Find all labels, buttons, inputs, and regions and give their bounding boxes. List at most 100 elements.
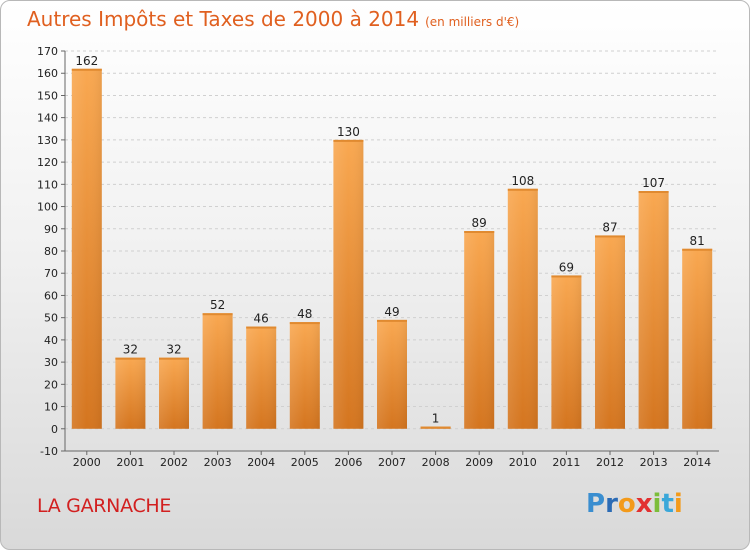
x-tick-label: 2006 <box>334 456 362 469</box>
bar-shade <box>682 248 713 429</box>
data-label: 1 <box>432 412 440 426</box>
y-tick-label: 150 <box>37 89 58 102</box>
logo-letter: P <box>586 489 606 519</box>
bar-2012 <box>595 235 625 429</box>
x-tick-label: 2014 <box>683 456 711 469</box>
y-tick-label: 20 <box>44 378 58 391</box>
data-label: 107 <box>642 176 665 190</box>
bar-2007 <box>377 319 407 429</box>
bar-cap <box>377 319 407 322</box>
x-tick-label: 2012 <box>596 456 624 469</box>
y-tick-label: -10 <box>40 445 58 458</box>
bar-2013 <box>638 191 669 429</box>
chart-title-text: Autres Impôts et Taxes de 2000 à 2014 <box>27 7 420 31</box>
bar-cap <box>159 357 189 360</box>
y-tick-label: 60 <box>44 289 58 302</box>
bar-2004 <box>246 326 277 429</box>
bar-cap <box>333 139 364 142</box>
data-label: 32 <box>166 343 181 357</box>
y-tick-label: 140 <box>37 112 58 125</box>
y-tick-label: 100 <box>37 201 58 214</box>
y-tick-label: 90 <box>44 223 58 236</box>
x-tick-label: 2002 <box>160 456 188 469</box>
data-label: 48 <box>297 307 312 321</box>
logo-letter: i <box>652 489 662 519</box>
bar-2001 <box>115 357 146 429</box>
data-label: 49 <box>384 305 399 319</box>
bar-2008 <box>420 426 451 429</box>
bar-2011 <box>551 275 582 429</box>
place-name: LA GARNACHE <box>37 495 172 517</box>
bar-2002 <box>159 357 189 429</box>
bar-cap <box>246 326 277 329</box>
bar-shade <box>638 191 669 429</box>
bar-shade <box>507 188 538 429</box>
data-label: 162 <box>75 54 98 68</box>
x-tick-label: 2004 <box>247 456 275 469</box>
data-label: 52 <box>210 298 225 312</box>
bar-shade <box>464 231 495 429</box>
y-tick-label: 130 <box>37 134 58 147</box>
data-labels: 162 32 32 52 46 48 130 49 1 89 108 69 87 107 81 <box>75 54 704 426</box>
chart-unit: (en milliers d'€) <box>425 15 520 29</box>
bar-cap <box>595 235 625 238</box>
bar-cap <box>507 188 538 191</box>
bar-cap <box>420 426 451 429</box>
data-label: 46 <box>254 312 269 326</box>
bars <box>71 68 713 429</box>
bar-2006 <box>333 139 364 429</box>
data-label: 69 <box>559 260 574 274</box>
x-tick-label: 2013 <box>640 456 668 469</box>
bar-cap <box>115 357 146 360</box>
bar-cap <box>202 313 233 316</box>
x-tick-label: 2007 <box>378 456 406 469</box>
x-tick-label: 2003 <box>204 456 232 469</box>
data-label: 32 <box>123 343 138 357</box>
y-tick-label: 40 <box>44 334 58 347</box>
y-tick-label: 70 <box>44 267 58 280</box>
y-tick-labels: -10 0 10 20 30 40 50 60 70 80 90 100 110 120 130 140 150… <box>37 45 58 458</box>
proxiti-logo[interactable]: Proxiti <box>586 489 683 519</box>
y-tick-label: 160 <box>37 67 58 80</box>
bar-2003 <box>202 313 233 429</box>
bar-shade <box>115 357 146 429</box>
bar-2005 <box>289 322 320 429</box>
bar-shade <box>202 313 233 429</box>
data-label: 130 <box>337 125 360 139</box>
bar-cap <box>289 322 320 325</box>
bar-shade <box>159 357 189 429</box>
bar-cap <box>638 191 669 193</box>
bar-shade <box>71 68 102 429</box>
chart-title: Autres Impôts et Taxes de 2000 à 2014 (en… <box>27 7 519 31</box>
bar-cap <box>464 231 495 233</box>
logo-letter: x <box>635 489 653 519</box>
x-tick-label: 2001 <box>116 456 144 469</box>
bar-cap <box>682 248 713 251</box>
bar-shade <box>551 275 582 429</box>
y-tick-label: 80 <box>44 245 58 258</box>
x-tick-label: 2010 <box>509 456 537 469</box>
bar-2000 <box>71 68 102 429</box>
logo-letter: i <box>673 489 683 519</box>
bar-2009 <box>464 231 495 429</box>
bar-shade <box>246 326 277 429</box>
x-tick-label: 2005 <box>291 456 319 469</box>
x-tick-label: 2009 <box>465 456 493 469</box>
x-tick-label: 2008 <box>422 456 450 469</box>
x-tick-label: 2000 <box>73 456 101 469</box>
bar-cap <box>551 275 582 278</box>
data-label: 108 <box>511 174 534 188</box>
y-tick-label: 0 <box>51 423 58 436</box>
y-tick-label: 30 <box>44 356 58 369</box>
y-tick-label: 110 <box>37 178 58 191</box>
data-label: 81 <box>690 234 705 248</box>
y-tick-label: 120 <box>37 156 58 169</box>
logo-letter: o <box>617 489 636 519</box>
y-tick-label: 170 <box>37 45 58 58</box>
y-tick-label: 10 <box>44 401 58 414</box>
data-label: 87 <box>602 220 617 234</box>
y-tick-label: 50 <box>44 312 58 325</box>
data-label: 89 <box>472 216 487 230</box>
